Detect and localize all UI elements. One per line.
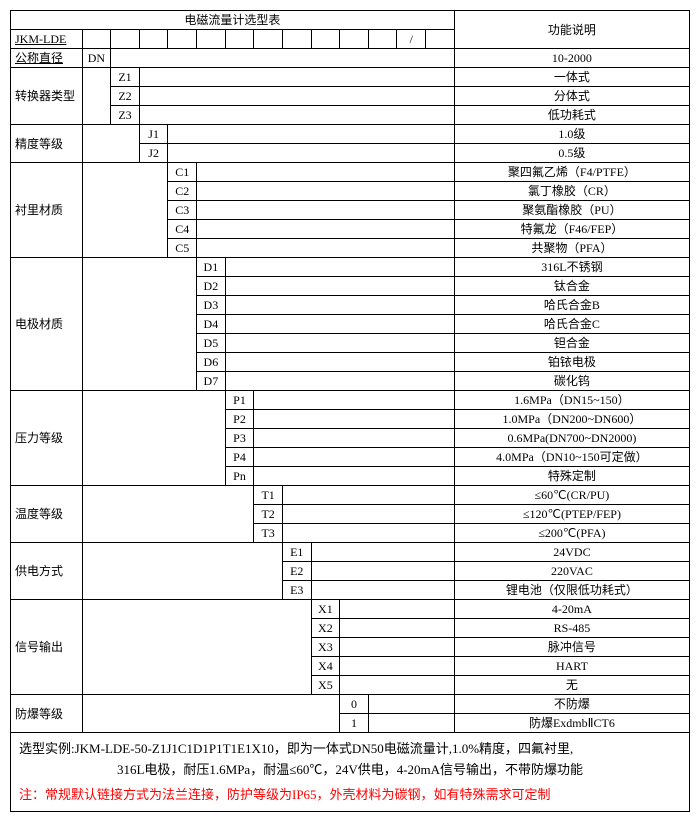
e2: E2	[282, 562, 311, 581]
c5: C5	[168, 239, 197, 258]
p4: P4	[225, 448, 254, 467]
power-label: 供电方式	[11, 543, 83, 600]
z3: Z3	[111, 106, 140, 125]
j1d: 1.0级	[454, 125, 689, 144]
d6: D6	[197, 353, 226, 372]
slash: /	[397, 30, 426, 49]
func-header: 功能说明	[454, 11, 689, 49]
j1: J1	[139, 125, 168, 144]
accuracy-label: 精度等级	[11, 125, 83, 163]
d2d: 钛合金	[454, 277, 689, 296]
x2: X2	[311, 619, 340, 638]
ex0: 0	[340, 695, 369, 714]
main-table: 电磁流量计选型表 功能说明 JKM-LDE / 公称直径 DN 10-2000 …	[10, 10, 690, 733]
t3d: ≤200℃(PFA)	[454, 524, 689, 543]
t2: T2	[254, 505, 283, 524]
signal-label: 信号输出	[11, 600, 83, 695]
z2d: 分体式	[454, 87, 689, 106]
x1: X1	[311, 600, 340, 619]
pressure-label: 压力等级	[11, 391, 83, 486]
z2: Z2	[111, 87, 140, 106]
ex1: 1	[340, 714, 369, 733]
d5d: 钽合金	[454, 334, 689, 353]
ex1d: 防爆ExdmbⅡCT6	[454, 714, 689, 733]
c1d: 聚四氟乙烯（F4/PTFE）	[454, 163, 689, 182]
electrode-label: 电极材质	[11, 258, 83, 391]
c4: C4	[168, 220, 197, 239]
c4d: 特氟龙（F46/FEP）	[454, 220, 689, 239]
footer-note: 注：常规默认链接方式为法兰连接，防护等级为IP65，外壳材料为碳钢，如有特殊需求…	[19, 785, 681, 806]
c3d: 聚氨酯橡胶（PU）	[454, 201, 689, 220]
e1: E1	[282, 543, 311, 562]
pnd: 特殊定制	[454, 467, 689, 486]
c2: C2	[168, 182, 197, 201]
d6d: 铂铱电极	[454, 353, 689, 372]
x5d: 无	[454, 676, 689, 695]
dn-code: DN	[82, 49, 111, 68]
dn-label: 公称直径	[11, 49, 83, 68]
p1: P1	[225, 391, 254, 410]
e3d: 锂电池（仅限低功耗式）	[454, 581, 689, 600]
example-line1: 选型实例:JKM-LDE-50-Z1J1C1D1P1T1E1X10，即为一体式D…	[19, 739, 681, 760]
dn-desc: 10-2000	[454, 49, 689, 68]
d3: D3	[197, 296, 226, 315]
p3: P3	[225, 429, 254, 448]
p2: P2	[225, 410, 254, 429]
t1: T1	[254, 486, 283, 505]
t2d: ≤120℃(PTEP/FEP)	[454, 505, 689, 524]
p1d: 1.6MPa（DN15~150）	[454, 391, 689, 410]
ex-label: 防爆等级	[11, 695, 83, 733]
p3d: 0.6MPa(DN700~DN2000)	[454, 429, 689, 448]
x4: X4	[311, 657, 340, 676]
selection-table: 电磁流量计选型表 功能说明 JKM-LDE / 公称直径 DN 10-2000 …	[10, 10, 690, 812]
x3: X3	[311, 638, 340, 657]
temp-label: 温度等级	[11, 486, 83, 543]
p2d: 1.0MPa（DN200~DN600）	[454, 410, 689, 429]
x2d: RS-485	[454, 619, 689, 638]
footer: 选型实例:JKM-LDE-50-Z1J1C1D1P1T1E1X10，即为一体式D…	[10, 733, 690, 812]
d1: D1	[197, 258, 226, 277]
z3d: 低功耗式	[454, 106, 689, 125]
x3d: 脉冲信号	[454, 638, 689, 657]
d4d: 哈氏合金C	[454, 315, 689, 334]
d3d: 哈氏合金B	[454, 296, 689, 315]
j2d: 0.5级	[454, 144, 689, 163]
x1d: 4-20mA	[454, 600, 689, 619]
c3: C3	[168, 201, 197, 220]
t1d: ≤60℃(CR/PU)	[454, 486, 689, 505]
x4d: HART	[454, 657, 689, 676]
d5: D5	[197, 334, 226, 353]
ex0d: 不防爆	[454, 695, 689, 714]
e2d: 220VAC	[454, 562, 689, 581]
converter-label: 转换器类型	[11, 68, 83, 125]
d4: D4	[197, 315, 226, 334]
p4d: 4.0MPa（DN10~150可定做）	[454, 448, 689, 467]
title: 电磁流量计选型表	[11, 11, 455, 30]
c5d: 共聚物（PFA）	[454, 239, 689, 258]
d7d: 碳化钨	[454, 372, 689, 391]
e1d: 24VDC	[454, 543, 689, 562]
t3: T3	[254, 524, 283, 543]
c2d: 氯丁橡胶（CR）	[454, 182, 689, 201]
x5: X5	[311, 676, 340, 695]
model-code: JKM-LDE	[11, 30, 83, 49]
z1d: 一体式	[454, 68, 689, 87]
z1: Z1	[111, 68, 140, 87]
lining-label: 衬里材质	[11, 163, 83, 258]
d2: D2	[197, 277, 226, 296]
d7: D7	[197, 372, 226, 391]
c1: C1	[168, 163, 197, 182]
example-line2: 316L电极，耐压1.6MPa，耐温≤60℃，24V供电，4-20mA信号输出，…	[19, 760, 681, 781]
e3: E3	[282, 581, 311, 600]
pn: Pn	[225, 467, 254, 486]
j2: J2	[139, 144, 168, 163]
d1d: 316L不锈钢	[454, 258, 689, 277]
